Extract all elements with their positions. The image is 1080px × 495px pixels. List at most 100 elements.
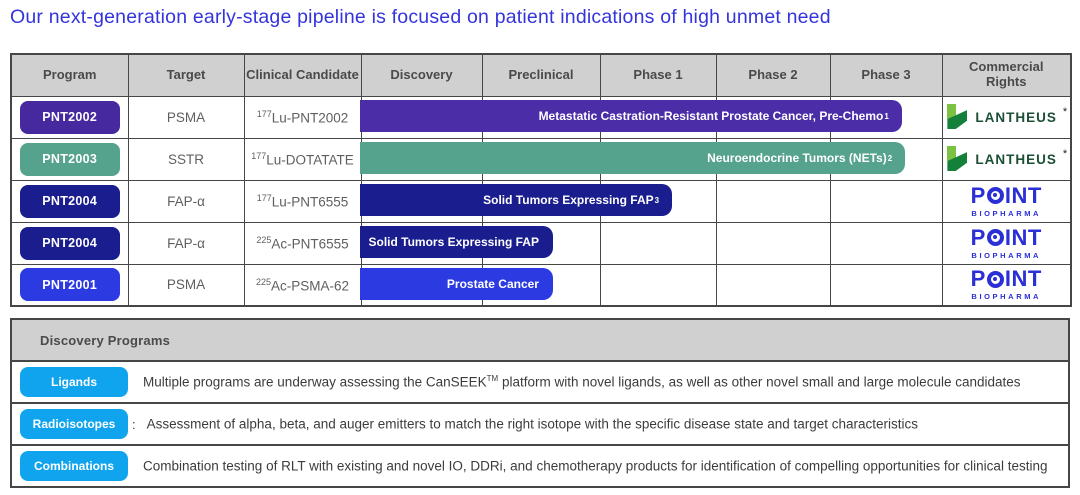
phase-bar-label: Solid Tumors Expressing FAP [368,235,539,249]
pipeline-row-pnt2001: PNT2001 PSMA 225Ac-PSMA-62 P INT BIOPHARM… [10,263,1072,307]
text-post: platform with novel ligands, as well as … [498,374,1021,390]
phase-cell [715,263,831,307]
point-letter-p: P [970,182,986,208]
lantheus-wordmark: LANTHEUS [975,151,1057,167]
point-o-icon [986,187,1004,204]
text-pre: Multiple programs are underway assessing… [143,374,487,390]
target-cell: FAP-α [127,179,245,223]
combinations-badge: Combinations [20,451,128,481]
rights-cell: LANTHEUS * [941,95,1072,139]
point-biopharma-logo: P INT BIOPHARMA [943,182,1071,218]
discovery-row-radioisotopes: Radioisotopes : Assessment of alpha, bet… [12,402,1068,444]
point-o-icon [986,229,1004,246]
program-badge: PNT2002 [19,100,120,134]
phase-bar-nets: Neuroendocrine Tumors (NETs) 2 [360,142,906,174]
trademark-superscript: TM [486,374,499,384]
phase-cell [829,221,943,265]
header-program: Program [10,53,129,97]
pipeline-header-row: Program Target Clinical Candidate Discov… [10,53,1072,97]
footnote-superscript: 1 [884,111,889,121]
phase-cell [715,179,831,223]
discovery-row-ligands: Ligands Multiple programs are underway a… [12,360,1068,402]
phase-cell [599,221,717,265]
header-clinical-candidate: Clinical Candidate [243,53,362,97]
phase-bar-fap-lu: Solid Tumors Expressing FAP 3 [360,184,673,216]
target-cell: PSMA [127,95,245,139]
point-biopharma-subtext: BIOPHARMA [971,250,1042,260]
phase-bar-label: Neuroendocrine Tumors (NETs) [707,151,887,165]
discovery-row-combinations: Combinations Combination testing of RLT … [12,444,1068,486]
discovery-row-text: Assessment of alpha, beta, and auger emi… [147,416,918,432]
header-phase-2: Phase 2 [715,53,831,97]
candidate-name: Lu-DOTATATE [266,152,354,168]
isotope-superscript: 225 [255,276,271,287]
pipeline-row-pnt2004-ac: PNT2004 FAP-α 225Ac-PNT6555 P INT BIOPHAR… [10,221,1072,265]
point-o-icon [986,270,1004,288]
separator: : [132,416,136,432]
point-biopharma-subtext: BIOPHARMA [971,208,1042,218]
rights-cell: P INT BIOPHARMA [941,179,1072,223]
program-badge: PNT2004 [19,226,120,260]
discovery-row-text: Multiple programs are underway assessing… [143,374,1021,390]
program-badge: PNT2003 [19,142,120,176]
point-letters-int: INT [1004,182,1042,208]
point-wordmark: P INT [971,268,1042,290]
text-pre: Combination testing of RLT with existing… [143,458,1048,474]
point-biopharma-logo: P INT BIOPHARMA [943,268,1071,302]
program-badge: PNT2001 [19,268,120,302]
discovery-programs-header: Discovery Programs [12,320,1068,360]
isotope-superscript: 177 [251,150,267,161]
footnote-superscript: 3 [654,195,660,205]
phase-bar-label: Solid Tumors Expressing FAP [483,193,654,207]
point-wordmark: P INT [970,182,1042,208]
phase-bar-label: Prostate Cancer [446,277,539,291]
footnote-superscript: 2 [887,153,893,163]
point-letter-p: P [970,224,986,250]
point-wordmark: P INT [970,224,1042,250]
phase-bar-label: Metastatic Castration-Resistant Prostate… [538,109,884,123]
radioisotopes-badge: Radioisotopes [20,409,128,439]
header-preclinical: Preclinical [481,53,601,97]
candidate-cell: 177Lu-DOTATATE [243,137,362,181]
lantheus-asterisk: * [1062,106,1068,118]
header-phase-1: Phase 1 [599,53,717,97]
lantheus-wordmark: LANTHEUS [975,109,1057,125]
candidate-name: Ac-PSMA-62 [271,278,350,293]
page-title: Our next-generation early-stage pipeline… [10,6,831,28]
lantheus-logo: LANTHEUS * [943,104,1071,130]
candidate-cell: 177Lu-PNT6555 [243,179,362,223]
discovery-programs-section: Discovery Programs Ligands Multiple prog… [10,318,1070,488]
lantheus-asterisk: * [1062,148,1068,160]
point-biopharma-subtext: BIOPHARMA [971,292,1042,302]
lantheus-leaf-icon [945,146,969,172]
header-discovery: Discovery [360,53,483,97]
text-pre: Assessment of alpha, beta, and auger emi… [146,416,919,432]
rights-cell: P INT BIOPHARMA [941,263,1072,307]
phase-cell [715,221,831,265]
header-commercial-rights: Commercial Rights [941,53,1072,97]
candidate-cell: 225Ac-PNT6555 [243,221,362,265]
rights-cell: LANTHEUS * [941,137,1072,181]
phase-cell [829,263,943,307]
isotope-superscript: 177 [256,108,272,119]
point-letters-int: INT [1004,266,1042,292]
candidate-name: Lu-PNT2002 [271,110,349,126]
lantheus-leaf-icon [945,104,969,130]
target-cell: PSMA [127,263,245,307]
phase-bar-fap-ac: Solid Tumors Expressing FAP [360,226,553,258]
point-letters-int: INT [1004,224,1042,250]
pipeline-table-wrap: Program Target Clinical Candidate Discov… [10,53,1072,307]
discovery-row-text: Combination testing of RLT with existing… [143,458,1047,474]
candidate-name: Lu-PNT6555 [271,194,349,210]
pipeline-table: Program Target Clinical Candidate Discov… [10,53,1072,307]
phase-bar-mcrpc: Metastatic Castration-Resistant Prostate… [360,100,902,132]
candidate-cell: 177Lu-PNT2002 [243,95,362,139]
isotope-superscript: 177 [256,192,272,203]
header-phase-3: Phase 3 [829,53,943,97]
rights-cell: P INT BIOPHARMA [941,221,1072,265]
candidate-name: Ac-PNT6555 [271,236,349,252]
ligands-badge: Ligands [20,367,128,397]
candidate-cell: 225Ac-PSMA-62 [243,263,362,307]
phase-cell [599,263,717,307]
